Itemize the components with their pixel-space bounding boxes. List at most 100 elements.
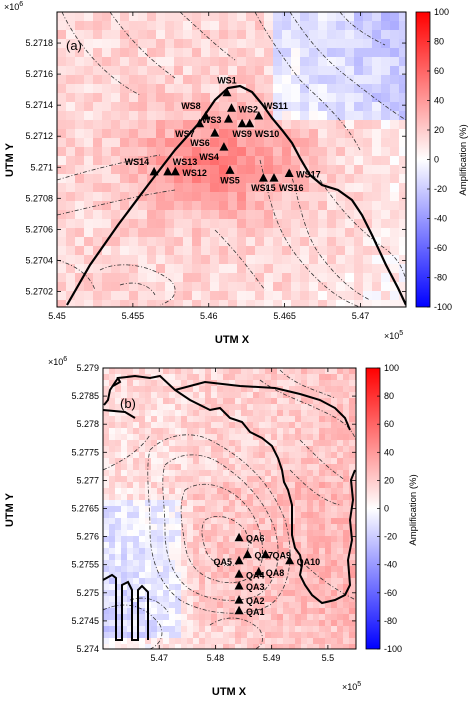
station-label: WS10 [255,129,280,139]
axes-b: 5.47 5.48 5.49 5.5 5.274 5.2745 5.275 5.2755 5.2… [71,363,356,663]
colorbar-tick-label: -60 [384,588,397,598]
colorbar-tick-label: 40 [434,96,444,106]
y-exponent-b: ×106 [48,356,67,367]
y-tick-label: 5.278 [76,419,99,429]
station-label: WS2 [239,104,259,114]
station-marker [285,555,295,565]
station-marker [223,114,233,123]
colorbar-ticks-a: 100 80 60 40 20 0 -20 -40 -60 -80 -100 [427,7,452,312]
colorbar-ticks-b: 100 80 60 40 20 0 -20 -40 -60 -80 -100 [377,363,402,654]
heatmap-b [103,368,356,649]
colorbar-tick-label: 100 [434,7,449,17]
station-marker [163,166,173,176]
y-axis-label-a: UTM Y [4,142,16,177]
plot-frame-a [56,11,407,308]
station-label: WS1 [217,76,237,86]
station-label: WS9 [232,129,252,139]
y-tick-label: 5.2704 [25,255,53,265]
station-label: WS15 [251,183,276,193]
x-axis-label-b: UTM X [212,686,247,698]
station-marker [258,173,268,182]
station-marker [195,118,205,128]
colorbar-tick-label: 20 [434,125,444,135]
y-tick-label: 5.2755 [71,560,99,570]
station-label: QA5 [214,557,233,567]
station-label: WS12 [182,168,207,178]
station-marker [149,166,159,176]
station-marker [170,166,180,176]
heatmap-a [57,12,406,307]
station-marker [269,173,279,182]
station-marker [234,581,244,590]
station-label: QA2 [246,596,265,606]
colorbar-label-a: Amplification (%) [458,124,469,195]
station-label: WS16 [279,183,304,193]
station-label: QA3 [246,582,265,592]
station-label: WS4 [199,152,219,162]
colorbar-tick-label: -20 [434,184,447,194]
station-label: WS14 [125,157,150,167]
station-label: QA9 [272,551,291,561]
station-marker [234,532,244,542]
y-tick-label: 5.271 [30,162,53,172]
station-label: WS11 [264,101,288,111]
x-axis-label-a: UTM X [215,334,250,346]
colorbar-tick-label: -40 [434,214,447,224]
colorbar-tick-label: 60 [384,419,394,429]
y-tick-label: 5.276 [76,532,99,542]
colorbar-tick-label: 20 [384,475,394,485]
station-label: WS3 [202,115,222,125]
station-marker [219,142,229,151]
y-tick-label: 5.2714 [25,100,53,110]
x-tick-label: 5.465 [273,311,296,321]
y-tick-label: 5.2765 [71,504,99,514]
station-marker [284,168,294,177]
panel-label-a: (a) [66,38,82,53]
station-marker [234,595,244,604]
station-label: QA6 [246,534,265,544]
x-tick-label: 5.455 [122,311,145,321]
x-tick-label: 5.46 [200,311,218,321]
colorbar-tick-label: -40 [384,560,397,570]
panel-b: 5.47 5.48 5.49 5.5 5.274 5.2745 5.275 5.2755 5.2… [4,356,419,698]
panel-label-b: (b) [120,396,136,411]
station-label: WS13 [173,157,198,167]
y-tick-label: 5.2716 [25,69,53,79]
station-marker [210,128,220,137]
station-marker [234,569,244,578]
coastline-b [103,374,356,641]
station-label: WS8 [181,101,201,111]
station-marker [225,165,235,174]
station-marker [245,118,255,128]
colorbar-tick-label: -80 [434,273,447,283]
x-tick-label: 5.48 [207,653,225,663]
y-tick-label: 5.2785 [71,391,99,401]
y-tick-label: 5.2718 [25,38,53,48]
station-marker [222,87,232,97]
colorbar-tick-label: -80 [384,616,397,626]
station-label: QA8 [266,568,285,578]
station-label: WS17 [296,169,321,179]
y-tick-label: 5.275 [76,588,99,598]
x-tick-label: 5.45 [48,311,66,321]
y-tick-label: 5.2745 [71,616,99,626]
contours-a [57,12,406,307]
y-tick-label: 5.2702 [25,286,53,296]
station-marker [227,103,236,112]
y-tick-label: 5.277 [76,475,99,485]
x-exponent-a: ×105 [384,330,403,341]
station-marker [254,567,264,576]
axes-a: 5.45 5.455 5.46 5.465 5.47 5.2702 5.2704 5.2706… [25,12,406,321]
colorbar-tick-label: 0 [434,155,439,165]
colorbar-tick-label: -100 [434,302,452,312]
x-tick-label: 5.47 [352,311,370,321]
station-marker [234,605,244,615]
panel-a: 5.45 5.455 5.46 5.465 5.47 5.2702 5.2704 5.2706… [4,1,469,346]
station-label: QA1 [246,607,265,617]
y-tick-label: 5.2706 [25,224,53,234]
station-marker [260,549,270,559]
colorbar-tick-label: -20 [384,532,397,542]
